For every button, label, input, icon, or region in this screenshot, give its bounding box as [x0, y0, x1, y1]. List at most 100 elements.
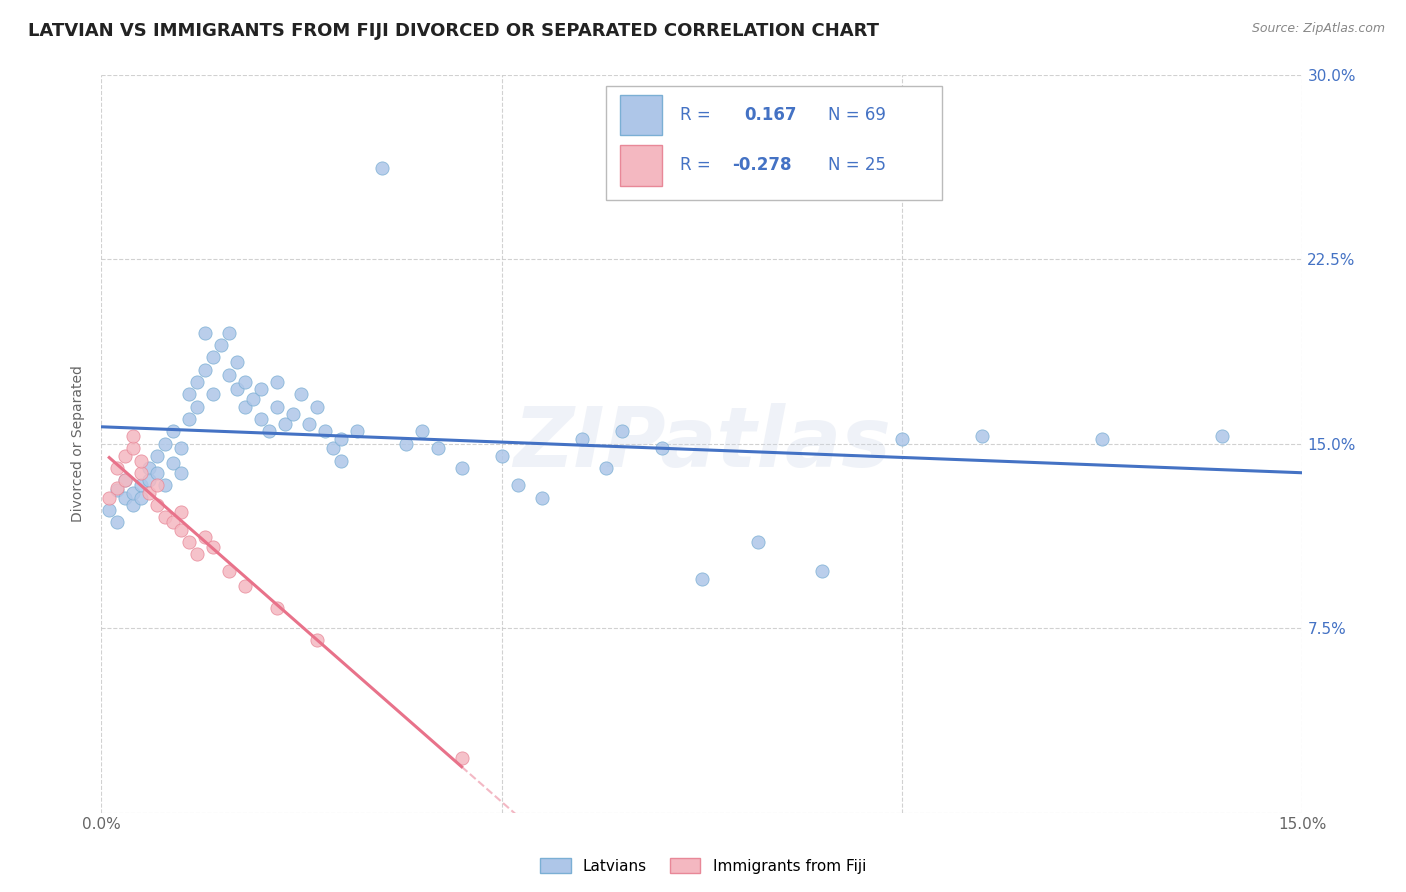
- Point: [179, 387, 201, 401]
- Point: [595, 461, 617, 475]
- FancyBboxPatch shape: [620, 95, 662, 136]
- Point: [170, 505, 193, 519]
- Point: [194, 530, 217, 544]
- Point: [298, 417, 321, 431]
- Point: [122, 498, 145, 512]
- Point: [170, 523, 193, 537]
- Point: [307, 400, 329, 414]
- Point: [266, 375, 288, 389]
- Point: [170, 466, 193, 480]
- Point: [235, 375, 257, 389]
- Point: [209, 338, 232, 352]
- FancyBboxPatch shape: [606, 86, 942, 200]
- Point: [690, 572, 713, 586]
- Point: [426, 442, 449, 456]
- Point: [129, 478, 152, 492]
- Point: [162, 515, 184, 529]
- Point: [186, 375, 208, 389]
- Point: [202, 351, 225, 365]
- Point: [138, 474, 160, 488]
- Point: [114, 474, 136, 488]
- Point: [202, 387, 225, 401]
- Point: [114, 474, 136, 488]
- Point: [450, 461, 472, 475]
- Text: -0.278: -0.278: [733, 156, 792, 174]
- Point: [891, 432, 914, 446]
- Point: [274, 417, 297, 431]
- Point: [194, 326, 217, 340]
- Point: [186, 547, 208, 561]
- Point: [138, 485, 160, 500]
- Text: Source: ZipAtlas.com: Source: ZipAtlas.com: [1251, 22, 1385, 36]
- Point: [218, 326, 240, 340]
- Point: [250, 383, 273, 397]
- Point: [370, 161, 392, 175]
- Point: [114, 491, 136, 505]
- Point: [155, 436, 177, 450]
- Point: [155, 478, 177, 492]
- Point: [330, 432, 353, 446]
- Legend: Latvians, Immigrants from Fiji: Latvians, Immigrants from Fiji: [534, 852, 872, 880]
- Point: [170, 442, 193, 456]
- Point: [218, 565, 240, 579]
- Point: [290, 387, 312, 401]
- Point: [98, 503, 121, 517]
- Point: [122, 442, 145, 456]
- Point: [105, 461, 128, 475]
- Point: [114, 449, 136, 463]
- Point: [194, 362, 217, 376]
- Point: [346, 424, 368, 438]
- Point: [98, 491, 121, 505]
- Point: [146, 478, 169, 492]
- Point: [394, 436, 416, 450]
- Point: [105, 481, 128, 495]
- Point: [129, 466, 152, 480]
- Point: [129, 454, 152, 468]
- Point: [259, 424, 281, 438]
- Point: [202, 540, 225, 554]
- Point: [610, 424, 633, 438]
- Point: [179, 535, 201, 549]
- Point: [122, 485, 145, 500]
- Point: [747, 535, 769, 549]
- Point: [218, 368, 240, 382]
- Point: [411, 424, 433, 438]
- Point: [129, 491, 152, 505]
- Text: ZIPatlas: ZIPatlas: [513, 403, 891, 484]
- Point: [314, 424, 336, 438]
- Point: [1091, 432, 1114, 446]
- Point: [162, 424, 184, 438]
- Point: [1211, 429, 1233, 443]
- Point: [242, 392, 264, 407]
- Y-axis label: Divorced or Separated: Divorced or Separated: [72, 365, 86, 522]
- Point: [226, 383, 249, 397]
- Point: [162, 456, 184, 470]
- Point: [146, 466, 169, 480]
- Point: [266, 601, 288, 615]
- Point: [972, 429, 994, 443]
- Point: [179, 412, 201, 426]
- Point: [146, 498, 169, 512]
- Point: [811, 565, 834, 579]
- Point: [506, 478, 529, 492]
- Point: [235, 400, 257, 414]
- Text: N = 69: N = 69: [828, 106, 886, 124]
- Text: N = 25: N = 25: [828, 156, 886, 174]
- Point: [266, 400, 288, 414]
- Point: [322, 442, 344, 456]
- Point: [283, 407, 305, 421]
- Point: [155, 510, 177, 524]
- Point: [651, 442, 673, 456]
- Point: [491, 449, 513, 463]
- Point: [250, 412, 273, 426]
- Point: [530, 491, 553, 505]
- Point: [146, 449, 169, 463]
- Point: [105, 483, 128, 498]
- Point: [122, 429, 145, 443]
- Point: [307, 633, 329, 648]
- FancyBboxPatch shape: [620, 145, 662, 186]
- Point: [450, 751, 472, 765]
- Point: [186, 400, 208, 414]
- Point: [105, 515, 128, 529]
- Text: R =: R =: [681, 106, 711, 124]
